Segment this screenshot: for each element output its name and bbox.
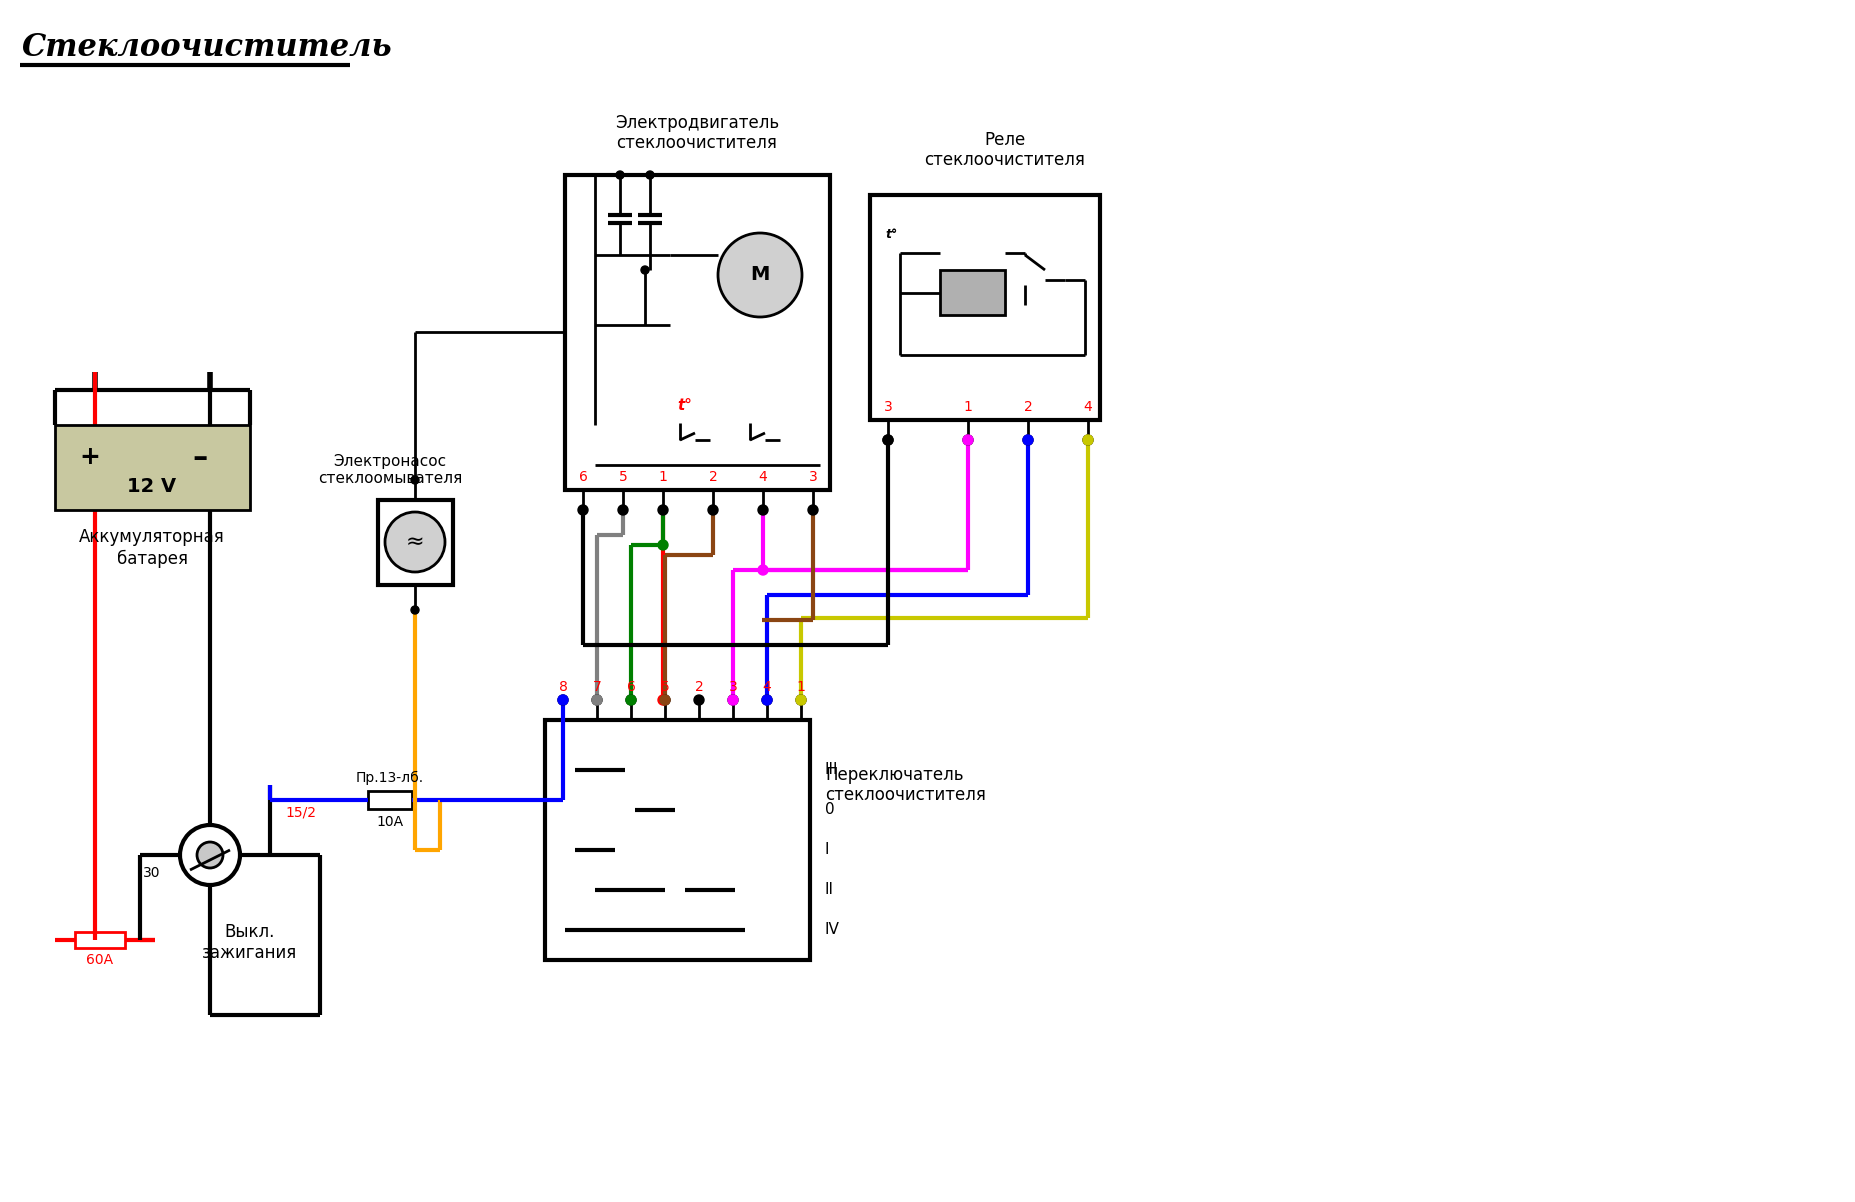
Text: +: + [80, 445, 100, 469]
Text: Стеклоочиститель: Стеклоочиститель [22, 32, 393, 64]
Circle shape [558, 695, 568, 706]
Text: Реле
стеклоочистителя: Реле стеклоочистителя [924, 131, 1085, 169]
Text: 1: 1 [659, 470, 668, 484]
Text: 2: 2 [694, 680, 703, 694]
Text: 1: 1 [796, 680, 805, 694]
Text: 4: 4 [762, 680, 772, 694]
Circle shape [618, 505, 629, 514]
Text: 0: 0 [825, 803, 835, 817]
Text: 6: 6 [579, 470, 588, 484]
Circle shape [796, 695, 807, 706]
Circle shape [616, 171, 623, 179]
Bar [367, 791, 412, 809]
Text: III: III [825, 762, 838, 778]
Circle shape [646, 171, 655, 179]
Circle shape [718, 233, 801, 317]
Text: t°: t° [887, 228, 898, 242]
Text: IV: IV [825, 922, 840, 938]
Text: 3: 3 [883, 400, 892, 413]
Bar [870, 195, 1100, 419]
Text: Аккумуляторная
батарея: Аккумуляторная батарея [80, 529, 224, 567]
Text: Переключатель
стеклоочистителя: Переключатель стеклоочистителя [825, 766, 985, 804]
Circle shape [197, 841, 223, 868]
Circle shape [1022, 435, 1033, 445]
Bar [940, 270, 1005, 315]
Circle shape [660, 695, 670, 706]
Bar [566, 175, 829, 490]
Text: 4: 4 [759, 470, 768, 484]
Text: 30: 30 [143, 865, 161, 880]
Circle shape [625, 695, 636, 706]
Bar [74, 932, 124, 948]
Text: 2: 2 [709, 470, 718, 484]
Circle shape [809, 505, 818, 514]
Circle shape [796, 695, 807, 706]
Circle shape [592, 695, 603, 706]
Circle shape [963, 435, 974, 445]
Circle shape [762, 695, 772, 706]
Circle shape [625, 695, 636, 706]
Circle shape [386, 512, 445, 572]
Circle shape [762, 695, 772, 706]
Text: 12 V: 12 V [128, 477, 176, 496]
Text: 7: 7 [592, 680, 601, 694]
Circle shape [180, 825, 239, 885]
Text: II: II [825, 882, 835, 898]
Text: 3: 3 [729, 680, 738, 694]
Text: 2: 2 [1024, 400, 1033, 413]
Circle shape [709, 505, 718, 514]
Text: 1: 1 [963, 400, 972, 413]
Text: 3: 3 [809, 470, 818, 484]
Text: M: M [749, 266, 770, 285]
Circle shape [727, 695, 738, 706]
Text: Выкл.
зажигания: Выкл. зажигания [202, 923, 297, 962]
Text: Электродвигатель
стеклоочистителя: Электродвигатель стеклоочистителя [616, 114, 779, 153]
Circle shape [1022, 435, 1033, 445]
Circle shape [660, 695, 670, 706]
Bar [378, 500, 453, 585]
Text: –: – [193, 442, 208, 471]
Circle shape [642, 266, 649, 274]
Text: 8: 8 [558, 680, 568, 694]
Text: 6: 6 [627, 680, 636, 694]
Circle shape [694, 695, 705, 706]
Text: 5: 5 [660, 680, 670, 694]
Circle shape [659, 505, 668, 514]
Circle shape [412, 606, 419, 614]
Text: 10А: 10А [377, 815, 404, 829]
Text: 5: 5 [618, 470, 627, 484]
Text: 60А: 60А [87, 953, 113, 966]
Circle shape [727, 695, 738, 706]
Circle shape [883, 435, 892, 445]
Bar [56, 426, 250, 510]
Circle shape [659, 540, 668, 551]
Bar [545, 720, 811, 960]
Circle shape [579, 505, 588, 514]
Text: Пр.13-лб.: Пр.13-лб. [356, 770, 425, 785]
Text: t°: t° [677, 398, 692, 412]
Text: I: I [825, 843, 829, 857]
Circle shape [759, 565, 768, 575]
Text: Электронасос
стеклоомывателя: Электронасос стеклоомывателя [317, 454, 462, 486]
Circle shape [659, 695, 668, 706]
Circle shape [963, 435, 974, 445]
Text: 4: 4 [1083, 400, 1093, 413]
Text: 15/2: 15/2 [286, 807, 315, 820]
Circle shape [558, 695, 568, 706]
Circle shape [1083, 435, 1093, 445]
Text: ≈: ≈ [406, 532, 425, 552]
Circle shape [412, 476, 419, 484]
Circle shape [592, 695, 603, 706]
Circle shape [759, 505, 768, 514]
Circle shape [883, 435, 892, 445]
Circle shape [1083, 435, 1093, 445]
